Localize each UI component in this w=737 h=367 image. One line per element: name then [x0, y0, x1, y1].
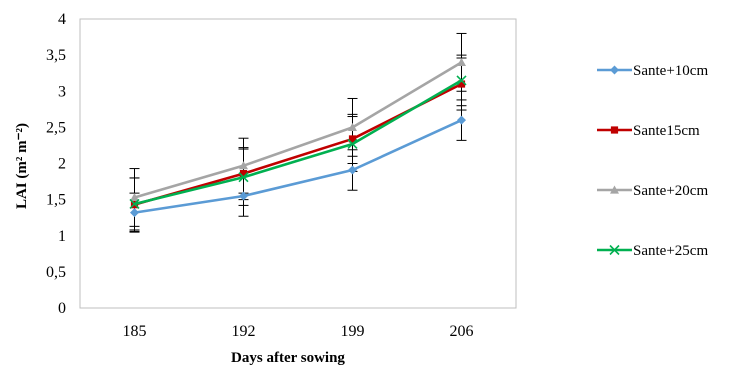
data-point-marker: [609, 244, 620, 256]
series-line: [134, 82, 463, 206]
data-point-marker: [239, 161, 248, 170]
y-tick-label: 3: [58, 83, 66, 100]
data-point-marker: [610, 126, 619, 134]
y-tick-label: 1: [58, 228, 66, 245]
marker-stroke: [129, 198, 140, 210]
data-point-marker: [239, 191, 248, 201]
data-point-marker: [457, 57, 466, 66]
y-axis-title: LAI (m² m⁻²): [14, 123, 30, 209]
data-point-marker: [347, 138, 358, 150]
legend-label: Sante+20cm: [633, 183, 708, 199]
data-point-marker: [238, 172, 249, 183]
axes: 0 0,5 1 1,5 2 2,5 3 3,5 4 185 192 199 206: [46, 11, 474, 340]
data-point-marker: [348, 135, 357, 143]
series-line: [134, 61, 463, 199]
legend-label: Sante+10cm: [633, 63, 708, 79]
series-sante-10cm: [130, 115, 466, 218]
data-point-marker: [130, 192, 139, 202]
y-tick-label: 3,5: [46, 47, 66, 64]
data-point-marker: [610, 185, 619, 194]
x-tick-label: 185: [123, 323, 147, 340]
data-point-marker: [457, 80, 466, 88]
data-point-marker: [456, 75, 467, 86]
plot-border: [79, 18, 517, 309]
y-tick-label: 2,5: [46, 119, 66, 136]
data-point-marker: [130, 208, 139, 218]
y-tick-label: 4: [58, 11, 66, 28]
data-point-marker: [348, 165, 357, 175]
series-sante15cm: [130, 80, 466, 209]
marker-stroke: [609, 244, 620, 256]
legend-item: Sante15cm: [597, 123, 700, 139]
y-tick-label: 1,5: [46, 192, 66, 209]
series-group: [129, 32, 467, 233]
legend-label: Sante15cm: [633, 123, 700, 139]
x-tick-label: 206: [450, 323, 474, 340]
marker-stroke: [347, 138, 358, 150]
marker-stroke: [456, 75, 467, 86]
data-point-marker: [348, 122, 357, 131]
y-tick-label: 2: [58, 156, 66, 173]
data-point-marker: [610, 65, 619, 75]
legend-item: Sante+20cm: [597, 183, 708, 199]
legend-label: Sante+25cm: [633, 243, 708, 259]
y-tick-label: 0: [58, 300, 66, 317]
legend-item: Sante+10cm: [597, 63, 708, 79]
x-tick-label: 192: [232, 323, 256, 340]
plot-area: [79, 18, 517, 309]
data-point-marker: [129, 198, 140, 210]
x-tick-label: 199: [341, 323, 365, 340]
series-sante-25cm: [129, 75, 467, 210]
series-line: [134, 118, 463, 214]
legend-item: Sante+25cm: [597, 243, 708, 259]
legend: Sante+10cm Sante15cm Sante+20cm Sante+25cm: [597, 63, 708, 259]
data-point-marker: [457, 115, 466, 125]
series-sante-20cm: [130, 57, 466, 202]
x-axis-title: Days after sowing: [231, 350, 345, 366]
series-line: [134, 79, 463, 206]
y-tick-label: 0,5: [46, 264, 66, 281]
data-point-marker: [239, 170, 248, 178]
marker-stroke: [238, 172, 249, 183]
